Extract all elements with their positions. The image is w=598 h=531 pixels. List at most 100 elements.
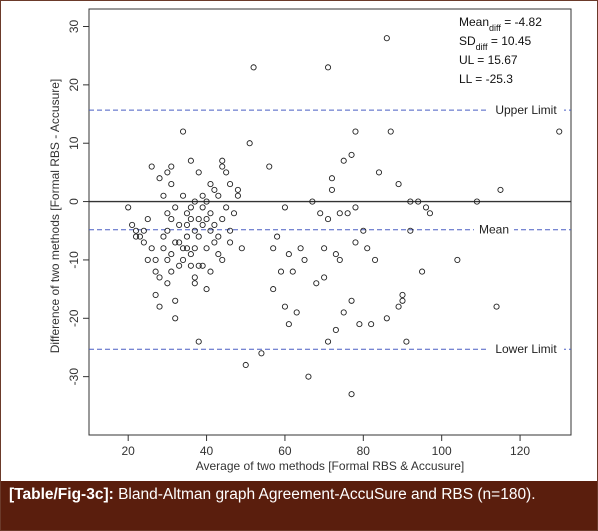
data-point (332, 251, 339, 258)
data-point (364, 245, 371, 252)
data-point (195, 338, 202, 345)
data-point (207, 181, 214, 188)
data-point (270, 286, 277, 293)
data-point (176, 239, 183, 246)
x-tick-label: 100 (432, 444, 452, 458)
data-point (313, 280, 320, 287)
data-point (140, 227, 147, 234)
data-point (395, 303, 402, 310)
data-point (164, 280, 171, 287)
data-point (352, 128, 359, 135)
data-point (164, 210, 171, 217)
data-point (148, 245, 155, 252)
data-point (426, 210, 433, 217)
data-point (348, 151, 355, 158)
data-point (172, 315, 179, 322)
data-point (199, 204, 206, 211)
data-point (179, 245, 187, 252)
data-point (195, 262, 202, 269)
figure-caption: [Table/Fig-3c]: Bland-Altman graph Agree… (1, 481, 597, 530)
data-point (422, 204, 430, 211)
data-point (203, 286, 210, 293)
data-point (156, 303, 163, 310)
data-point (340, 309, 347, 316)
data-point (219, 157, 226, 164)
data-point (183, 233, 191, 240)
data-point (183, 210, 191, 217)
data-point (125, 204, 132, 211)
data-point (183, 221, 191, 228)
data-point (454, 256, 461, 263)
data-point (274, 233, 281, 240)
data-point (168, 251, 175, 258)
data-point (168, 181, 175, 188)
data-point (246, 140, 253, 147)
data-point (203, 216, 210, 223)
data-point (144, 256, 151, 263)
data-point (156, 175, 163, 182)
x-tick-label: 80 (357, 444, 371, 458)
data-point (258, 350, 265, 357)
data-point (356, 321, 363, 328)
data-point (148, 163, 155, 170)
data-point (293, 309, 300, 316)
data-point (164, 256, 171, 263)
data-point (387, 128, 394, 135)
data-point (352, 239, 359, 246)
data-point (172, 239, 179, 246)
data-point (419, 268, 426, 275)
data-point (344, 210, 351, 217)
data-point (348, 391, 355, 398)
data-point (309, 198, 316, 205)
data-point (321, 274, 328, 281)
data-point (324, 338, 332, 345)
data-point (168, 268, 175, 275)
data-point (207, 210, 214, 217)
plot-frame (88, 8, 572, 436)
data-point (234, 192, 241, 199)
data-point (336, 256, 343, 263)
data-point (242, 361, 249, 369)
data-point (219, 256, 226, 263)
data-point (238, 245, 245, 252)
lower-limit-label-bg (488, 341, 564, 358)
caption-label: [Table/Fig-3c]: (9, 486, 114, 503)
data-point (497, 186, 504, 193)
data-point (195, 233, 202, 240)
data-point (407, 227, 414, 234)
data-point (305, 373, 312, 380)
data-point (383, 315, 390, 322)
upper-limit-label: Upper Limit (495, 103, 557, 117)
data-point (191, 198, 198, 205)
x-tick-label: 120 (510, 444, 530, 458)
data-point (195, 216, 202, 223)
data-point (270, 245, 277, 252)
data-point (556, 128, 563, 135)
data-point (179, 192, 187, 199)
mean-label: Mean (479, 223, 509, 237)
data-point (328, 175, 336, 182)
lower-limit-label: Lower Limit (495, 342, 557, 356)
data-point (493, 303, 500, 310)
data-point (227, 227, 234, 234)
data-point (289, 268, 296, 275)
data-point (301, 256, 308, 263)
data-point (195, 169, 202, 176)
data-point (227, 239, 234, 246)
data-point (403, 338, 410, 345)
stat-mean-diff: Meandiff = -4.82 (459, 15, 542, 33)
data-point (211, 221, 218, 228)
data-point (407, 198, 414, 205)
data-point (332, 326, 339, 334)
data-point (328, 186, 336, 193)
data-point (199, 192, 206, 199)
y-tick-label: 10 (67, 136, 81, 150)
data-point (207, 268, 214, 275)
stat-lower-limit: LL = -25.3 (459, 72, 513, 86)
data-point (156, 274, 163, 281)
data-point (285, 251, 292, 258)
data-point (164, 169, 171, 176)
data-point (199, 221, 206, 228)
